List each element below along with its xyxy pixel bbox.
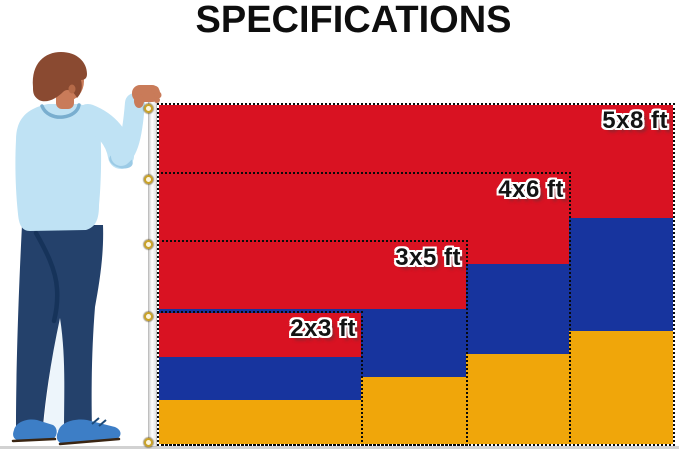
grommet-icon [144,175,153,184]
floor-line [0,446,679,449]
grommet-icon [144,312,153,321]
flag-5x8-size-label: 5x8 ft [602,107,668,134]
flag-2x3-red-stripe [159,313,361,357]
grommet-icon [144,438,153,447]
flag-2x3-blue-stripe [159,356,361,401]
grommet-icon [144,104,153,113]
flag-3x5-red-stripe [159,242,466,310]
grommet-icon [144,240,153,249]
person-illustration [11,52,162,446]
flag-pole [148,87,157,447]
flag-3x5-size-label: 3x5 ft [395,244,461,271]
flag-2x3-orange-stripe [159,400,361,445]
flag-4x6-size-label: 4x6 ft [498,176,564,203]
flag-2x3-size-label: 2x3 ft [290,315,356,342]
flag-2x3: 2x3 ft [157,311,363,446]
page-title: SPECIFICATIONS [195,0,512,41]
